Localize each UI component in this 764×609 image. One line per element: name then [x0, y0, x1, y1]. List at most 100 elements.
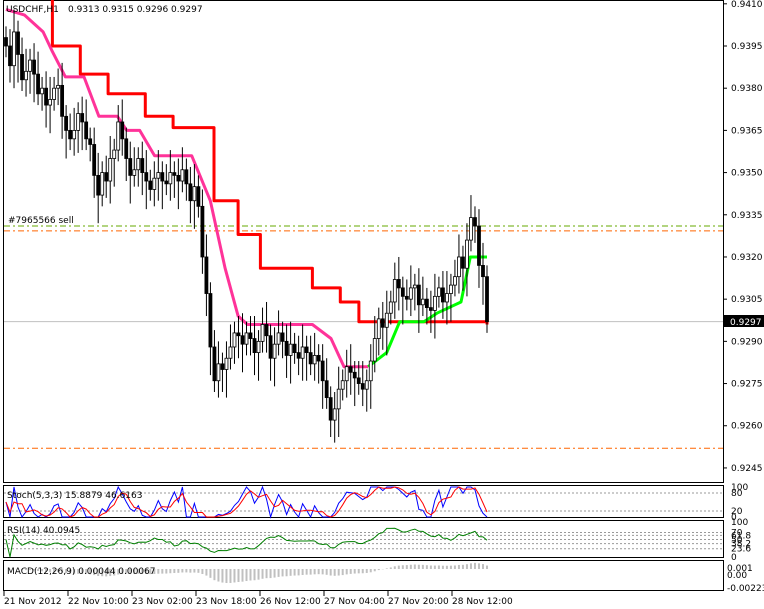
rsi-tick-label: 38.2 [731, 540, 751, 550]
y-tick-label: 0.9350 [731, 169, 763, 179]
candle-body [72, 129, 77, 140]
candle-body [420, 298, 425, 306]
rsi-tick-label: 70 [731, 529, 743, 539]
candle-body [244, 332, 249, 345]
y-tick-label: 0.9320 [731, 253, 763, 263]
candle-body [212, 346, 217, 382]
candle-body [304, 346, 309, 354]
candle-body [481, 265, 485, 278]
candle-body [132, 169, 137, 176]
candle-body [441, 287, 445, 303]
candle-body [148, 180, 153, 190]
candle-body [116, 121, 121, 151]
candle-body [368, 360, 373, 382]
candle-body [328, 397, 333, 421]
y-tick-label: 0.9275 [731, 380, 763, 390]
candle-body [461, 256, 465, 269]
candle-body [288, 343, 293, 356]
y-tick-label: 0.9305 [731, 295, 763, 305]
symbol-label: USDCHF,H1 [6, 5, 59, 15]
candle-body [216, 363, 221, 382]
rsi-line [5, 527, 488, 558]
candle-body [465, 239, 469, 269]
candle-body [224, 357, 229, 370]
candle-body [140, 158, 145, 173]
candle-body [8, 45, 12, 67]
candle-body [104, 172, 109, 182]
candle-body [344, 366, 349, 382]
candle-body [256, 340, 261, 354]
trend-line-red [50, 0, 489, 325]
candle-body [352, 371, 357, 379]
price-badge: 0.9297 [730, 318, 762, 328]
candle-body [192, 186, 197, 202]
candle-body [136, 158, 141, 171]
candle-body [84, 121, 89, 140]
macd-tick-label: 0.00 [727, 571, 747, 581]
candle-body [356, 377, 361, 384]
candle-body [20, 54, 24, 81]
candle-body [453, 276, 457, 286]
candle-body [184, 169, 189, 185]
trend-line-pink [5, 7, 369, 369]
candle-body [124, 138, 129, 159]
macd-tick-label: 0.001 [727, 564, 753, 574]
candle-body [296, 352, 301, 359]
candle-body [272, 343, 277, 359]
candle-body [152, 177, 157, 190]
candle-body [457, 256, 461, 278]
rsi-label: RSI(14) 40.0945 [7, 526, 80, 536]
stoch-tick-label: 80 [731, 489, 743, 499]
candle-body [40, 87, 44, 95]
candle-body [80, 113, 85, 123]
candle-body [44, 87, 48, 106]
y-tick-label: 0.9290 [731, 337, 763, 347]
y-tick-label: 0.9410 [731, 0, 763, 10]
candle-body [320, 360, 325, 382]
candle-body [88, 138, 93, 145]
candle-body [364, 380, 369, 390]
candle-body [412, 284, 417, 289]
candle-body [12, 31, 16, 67]
candle-body [485, 276, 489, 323]
candle-body [408, 287, 413, 300]
candle-body [332, 408, 337, 421]
candle-body [64, 115, 69, 131]
candle-body [416, 284, 421, 306]
candle-body [396, 279, 401, 289]
candle-body [400, 287, 405, 297]
stoch-signal-line [5, 486, 488, 518]
ohlc-label: 0.9313 0.9315 0.9296 0.9297 [68, 5, 203, 15]
candle-body [168, 172, 173, 185]
candle-body [176, 174, 181, 182]
candle-body [240, 335, 245, 345]
candle-body [160, 172, 165, 182]
candle-body [445, 293, 449, 303]
candle-body [204, 256, 209, 294]
candle-body [200, 205, 205, 258]
candle-body [432, 295, 437, 311]
price-badge-bg [724, 315, 764, 327]
candle-body [156, 172, 161, 179]
rsi-tick-label: 61.8 [731, 531, 751, 541]
rsi-tick-label: 100 [731, 518, 748, 528]
candle-body [112, 149, 117, 159]
candle-body [428, 307, 433, 311]
candle-body [280, 332, 285, 342]
main-panel-frame [3, 0, 724, 483]
candle-body [128, 158, 133, 176]
candle-body [96, 174, 101, 196]
order-label: #7965566 sell [8, 216, 74, 226]
y-tick-label: 0.9380 [731, 84, 763, 94]
y-tick-label: 0.9335 [731, 211, 763, 221]
macd-panel-frame [3, 560, 724, 591]
candle-body [32, 59, 36, 75]
trend-line-green [367, 255, 487, 368]
x-tick-label: 22 Nov 10:00 [68, 597, 129, 607]
candle-body [236, 332, 241, 337]
candle-body [336, 388, 341, 410]
candle-body [92, 144, 97, 176]
candle-body [264, 324, 269, 337]
candle-body [228, 346, 233, 359]
